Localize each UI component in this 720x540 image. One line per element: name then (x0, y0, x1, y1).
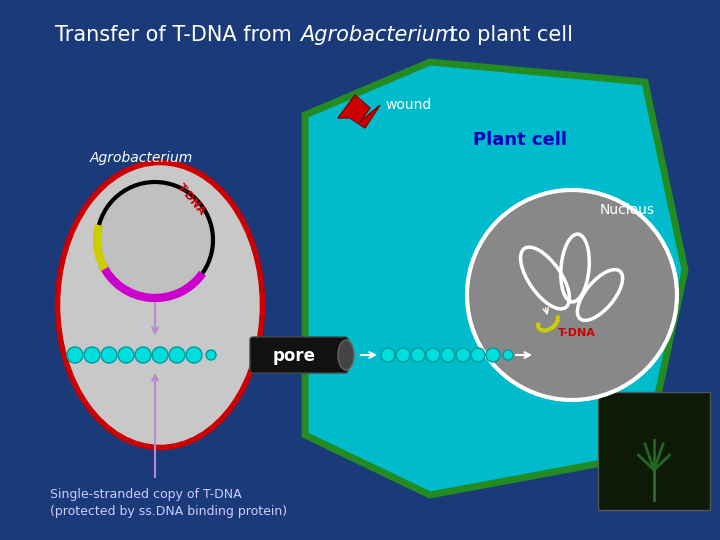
Circle shape (396, 348, 410, 362)
Circle shape (97, 182, 213, 298)
Circle shape (84, 347, 100, 363)
Text: T-DNA: T-DNA (175, 183, 207, 218)
Text: Nucleus: Nucleus (600, 203, 655, 217)
Text: (protected by ss.DNA binding protein): (protected by ss.DNA binding protein) (50, 505, 287, 518)
Circle shape (456, 348, 470, 362)
Circle shape (441, 348, 455, 362)
Polygon shape (338, 95, 380, 128)
Text: pore: pore (272, 347, 315, 365)
Circle shape (467, 190, 677, 400)
Circle shape (169, 347, 185, 363)
Circle shape (486, 348, 500, 362)
Text: Agrobacterium: Agrobacterium (90, 151, 193, 165)
Circle shape (118, 347, 134, 363)
Text: Transfer of T-DNA from: Transfer of T-DNA from (55, 25, 298, 45)
Text: Single-stranded copy of T-DNA: Single-stranded copy of T-DNA (50, 488, 242, 501)
Text: wound: wound (385, 98, 431, 112)
Circle shape (67, 347, 83, 363)
FancyBboxPatch shape (250, 337, 348, 373)
Ellipse shape (338, 340, 354, 370)
Circle shape (381, 348, 395, 362)
Circle shape (101, 347, 117, 363)
Polygon shape (305, 62, 685, 495)
Circle shape (411, 348, 425, 362)
FancyBboxPatch shape (598, 392, 710, 510)
Ellipse shape (58, 163, 263, 448)
Circle shape (135, 347, 151, 363)
Circle shape (152, 347, 168, 363)
Text: T-DNA: T-DNA (558, 328, 596, 338)
Text: Agrobacterium: Agrobacterium (300, 25, 455, 45)
Circle shape (186, 347, 202, 363)
Text: to plant cell: to plant cell (443, 25, 573, 45)
Circle shape (503, 350, 513, 360)
Circle shape (206, 350, 216, 360)
Text: Plant cell: Plant cell (473, 131, 567, 149)
Circle shape (426, 348, 440, 362)
Circle shape (471, 348, 485, 362)
